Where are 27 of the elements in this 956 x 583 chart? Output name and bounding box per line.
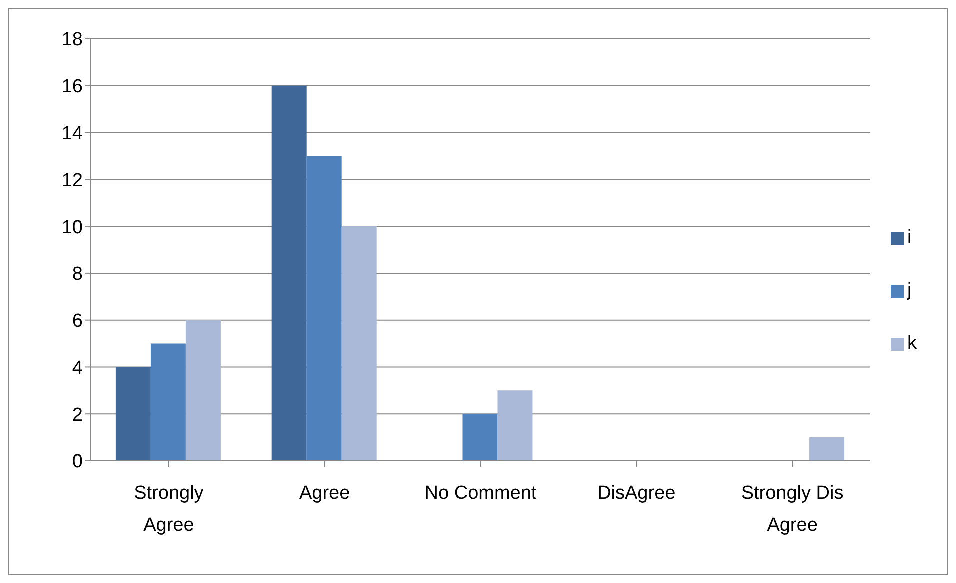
bar — [498, 390, 533, 461]
x-tick-label: Strongly Agree — [134, 483, 204, 536]
x-tick-label: Strongly Dis Agree — [741, 483, 844, 536]
bar — [116, 367, 151, 461]
y-tick-label: 2 — [72, 404, 83, 426]
y-tick-label: 12 — [62, 170, 83, 192]
bar — [342, 226, 377, 461]
bar — [186, 320, 221, 461]
bar — [306, 156, 342, 461]
y-tick-label: 16 — [62, 76, 83, 98]
x-tick-label: No Comment — [424, 483, 538, 504]
bar — [150, 344, 186, 461]
bar — [810, 438, 845, 461]
y-tick-label: 0 — [72, 452, 83, 473]
legend-label: k — [908, 333, 917, 354]
x-tick-label: DisAgree — [598, 483, 676, 504]
y-tick-label: 6 — [72, 311, 83, 332]
y-tick-label: 14 — [62, 124, 84, 145]
legend-label: j — [908, 280, 912, 301]
legend-label: i — [908, 227, 912, 248]
bar — [462, 414, 498, 461]
y-tick-label: 10 — [62, 217, 83, 238]
y-tick-label: 8 — [72, 264, 83, 286]
y-tick-label: 4 — [72, 358, 84, 379]
y-tick-label: 18 — [62, 30, 83, 51]
bar — [272, 86, 307, 461]
x-tick-label: Agree — [300, 483, 350, 504]
